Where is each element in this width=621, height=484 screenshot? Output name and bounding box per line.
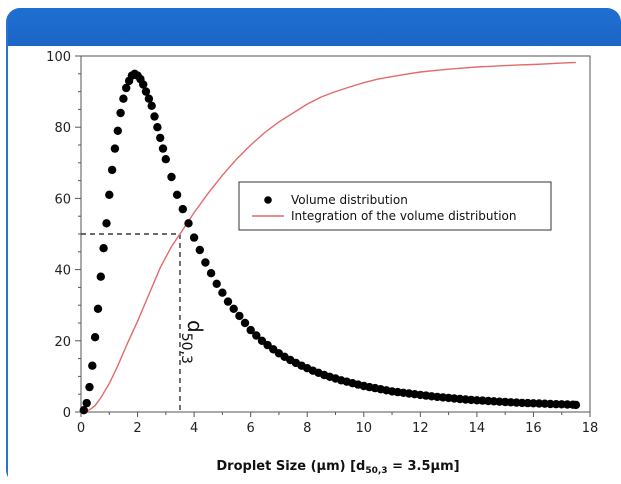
- y-tick-label: 20: [54, 335, 71, 350]
- y-tick-label: 40: [54, 264, 71, 279]
- x-tick-label: 10: [356, 421, 373, 436]
- data-point: [156, 133, 165, 143]
- data-point: [119, 94, 128, 103]
- data-point: [189, 233, 199, 242]
- data-point: [240, 318, 250, 328]
- data-point: [90, 333, 100, 342]
- x-tick-label: 6: [247, 421, 255, 436]
- x-tick-label: 2: [133, 421, 141, 436]
- data-point: [96, 272, 106, 281]
- data-point: [150, 112, 159, 121]
- x-tick-label: 18: [582, 421, 599, 436]
- y-tick-label: 100: [46, 50, 71, 65]
- data-point: [158, 144, 168, 153]
- data-point: [102, 219, 111, 228]
- data-point: [235, 311, 244, 321]
- data-point: [144, 94, 154, 103]
- chart-panel: 0 2 4 6 8 10 12 14 16 18 0 20 40 60 80 100 Volume distr…: [8, 46, 621, 484]
- reference-lines: [81, 233, 181, 412]
- data-point: [139, 80, 148, 89]
- data-point: [195, 245, 204, 255]
- legend-marker-volume: [264, 196, 272, 204]
- series-integration: [80, 61, 576, 413]
- data-point: [172, 190, 182, 199]
- d50-annotation-sub: 50,3: [178, 333, 194, 364]
- d50-annotation-main: d: [183, 320, 207, 333]
- data-point: [212, 279, 221, 288]
- x-tick-label: 0: [77, 421, 85, 436]
- x-tick-label: 16: [525, 421, 542, 436]
- data-point: [105, 190, 114, 199]
- data-point: [79, 406, 89, 415]
- y-tick-label: 0: [63, 406, 71, 421]
- data-point: [167, 172, 176, 182]
- legend-label-volume: Volume distribution: [291, 193, 408, 207]
- data-point: [223, 297, 233, 306]
- data-point: [88, 361, 97, 370]
- x-tick-label: 4: [190, 421, 198, 436]
- data-point: [107, 165, 117, 175]
- data-point: [218, 288, 227, 297]
- d50-annotation: d50,3: [178, 320, 207, 364]
- data-point: [122, 83, 131, 93]
- legend-box: [238, 181, 552, 231]
- series-line-integration: [80, 61, 576, 413]
- chart: 0 2 4 6 8 10 12 14 16 18 0 20 40 60 80 100 Volume distr…: [46, 50, 598, 476]
- data-point: [206, 269, 216, 278]
- data-point: [252, 331, 261, 340]
- axes: 0 2 4 6 8 10 12 14 16 18 0 20 40 60 80 100: [46, 50, 598, 436]
- data-point: [147, 101, 156, 110]
- series-volume-distribution: [79, 69, 581, 415]
- x-tick-label: 12: [412, 421, 429, 436]
- data-point: [85, 382, 94, 392]
- legend: Volume distribution Integration of the v…: [238, 181, 552, 231]
- x-tick-label: 14: [469, 421, 486, 436]
- data-point: [229, 304, 238, 313]
- x-axis-title: Droplet Size (µm) [d50,3 = 3.5µm]: [216, 459, 459, 476]
- data-point: [246, 325, 255, 335]
- data-point: [99, 244, 108, 253]
- data-point: [93, 304, 103, 313]
- data-point: [161, 155, 170, 164]
- y-tick-label: 80: [54, 121, 71, 136]
- data-point: [82, 398, 91, 408]
- data-point: [110, 144, 120, 153]
- x-tick-label: 8: [303, 421, 311, 436]
- x-axis-title-main: Droplet Size (µm) [d: [216, 459, 365, 474]
- x-axis-title-tail: = 3.5µm]: [388, 459, 460, 474]
- legend-label-integration: Integration of the volume distribution: [291, 209, 516, 223]
- data-point: [141, 87, 151, 96]
- data-point: [201, 258, 210, 267]
- data-point: [178, 204, 187, 214]
- data-point: [116, 108, 125, 118]
- data-point: [571, 400, 581, 410]
- x-axis-title-sub: 50,3: [365, 466, 387, 476]
- data-point: [113, 126, 123, 135]
- data-point: [153, 123, 162, 132]
- y-tick-label: 60: [54, 192, 71, 207]
- data-point: [184, 219, 193, 228]
